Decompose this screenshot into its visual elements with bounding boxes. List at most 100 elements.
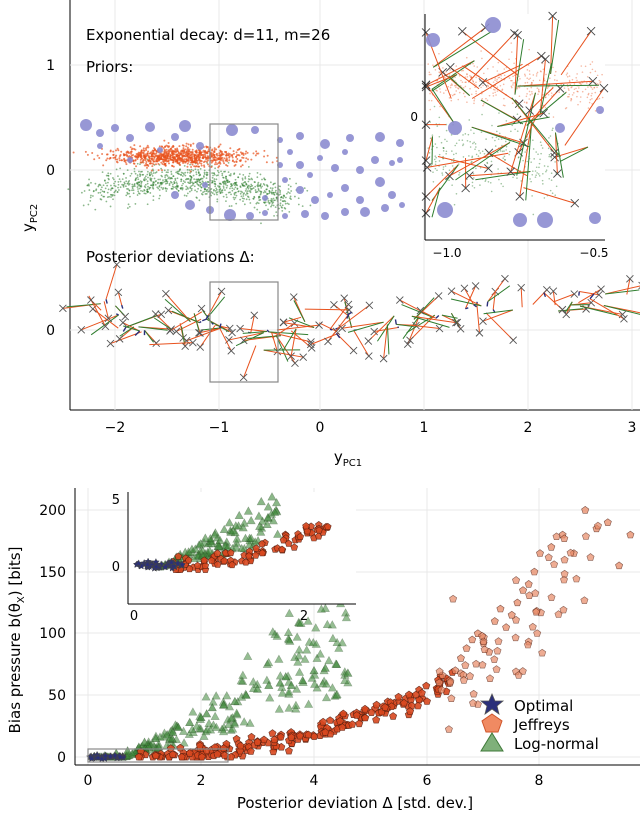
orange-cloud-point xyxy=(118,155,121,158)
posterior-deviation-line xyxy=(476,304,480,333)
inset-jeffreys-point xyxy=(200,556,208,564)
inset-orange-point xyxy=(581,71,584,73)
green-cloud-point xyxy=(185,188,188,191)
green-cloud-point xyxy=(251,178,254,181)
cross-stroke xyxy=(421,28,431,37)
lognormal-point xyxy=(285,636,295,645)
green-cloud-point xyxy=(175,181,178,184)
inset-orange-point xyxy=(532,79,535,82)
cross-marker xyxy=(364,352,373,360)
green-cloud-point xyxy=(309,204,312,207)
orange-cloud-point xyxy=(244,152,247,155)
bottom-ylabel-main: Bias pressure b(θ xyxy=(6,603,24,733)
posterior-deviation-line xyxy=(492,291,496,310)
top-inset-xtick: −1.0 xyxy=(432,246,461,260)
green-cloud-point xyxy=(189,172,191,174)
jeffreys-point xyxy=(559,605,568,614)
green-cloud-point xyxy=(80,191,83,194)
green-cloud-point xyxy=(114,185,117,188)
prior-point xyxy=(80,119,92,131)
green-cloud-point xyxy=(189,181,192,184)
green-cloud-point xyxy=(271,189,274,192)
green-cloud-point xyxy=(176,183,178,185)
orange-cloud-point xyxy=(146,144,149,147)
lognormal-point xyxy=(291,700,301,709)
orange-cloud-point xyxy=(173,155,176,158)
cross-marker xyxy=(307,338,315,346)
green-cloud-point xyxy=(239,185,242,188)
top-xlabel-main: y xyxy=(334,448,343,466)
orange-cloud-point xyxy=(179,163,182,166)
inset-green-point xyxy=(444,165,447,167)
inset-green-point xyxy=(470,161,472,164)
orange-cloud-point xyxy=(163,148,166,151)
green-cloud-point xyxy=(190,176,193,179)
jeffreys-point xyxy=(168,750,177,758)
orange-cloud-point xyxy=(172,159,175,162)
cross-marker xyxy=(542,286,551,294)
orange-cloud-point xyxy=(160,161,163,164)
green-cloud-point xyxy=(149,192,152,194)
lognormal-point xyxy=(144,742,154,751)
orange-cloud-point xyxy=(232,150,235,153)
posterior-deviation-line xyxy=(219,328,232,352)
cross-marker xyxy=(106,339,115,348)
orange-cloud-point xyxy=(254,154,257,157)
lognormal-point xyxy=(293,657,303,666)
inset-orange-point xyxy=(497,61,500,64)
orange-cloud-point xyxy=(186,148,189,151)
prior-point xyxy=(282,213,288,219)
cross-stroke xyxy=(307,344,316,352)
inset-green-point xyxy=(539,141,542,144)
inset-orange-point xyxy=(571,86,573,88)
cross-marker xyxy=(196,343,205,351)
bottom-xtick: 2 xyxy=(197,773,206,789)
inset-optimal-point xyxy=(134,559,143,567)
green-cloud-point xyxy=(88,189,91,191)
green-cloud-point xyxy=(245,188,248,190)
cross-stroke xyxy=(570,198,580,208)
inset-green-point xyxy=(474,143,477,145)
inset-orange-point xyxy=(485,97,487,100)
orange-cloud-point xyxy=(93,158,96,161)
cross-marker xyxy=(447,287,456,295)
bottom-xtick: 4 xyxy=(310,773,319,789)
green-cloud-point xyxy=(247,175,250,178)
lognormal-point xyxy=(211,691,221,700)
orange-cloud-point xyxy=(214,161,217,164)
inset-orange-point xyxy=(482,104,484,107)
inset-green-point xyxy=(466,139,469,142)
green-cloud-point xyxy=(92,190,95,193)
inset-deviation-line xyxy=(511,97,561,158)
inset-cross-marker xyxy=(478,78,488,87)
inset-orange-point xyxy=(531,91,533,93)
inset-green-point xyxy=(496,130,498,133)
green-cloud-point xyxy=(133,182,136,185)
green-cloud-point xyxy=(231,184,233,187)
cross-stroke xyxy=(582,305,590,313)
bottom-inset-xtick: 0 xyxy=(130,609,138,624)
lognormal-point xyxy=(310,679,320,688)
green-cloud-point xyxy=(247,187,250,190)
posterior-deviation-line xyxy=(283,316,302,323)
jeffreys-point xyxy=(493,646,502,655)
orange-cloud-point xyxy=(160,154,163,157)
orange-cloud-point xyxy=(116,161,119,164)
green-cloud-point xyxy=(112,177,114,179)
cross-marker xyxy=(115,335,124,343)
inset-green-point xyxy=(542,173,544,175)
optimal-point xyxy=(94,753,103,762)
green-cloud-point xyxy=(282,194,285,197)
orange-cloud-point xyxy=(112,153,115,156)
green-cloud-point xyxy=(260,190,263,193)
top-title: Exponential decay: d=11, m=26 xyxy=(86,26,330,44)
inset-orange-point xyxy=(501,88,504,91)
posterior-deviation-line xyxy=(401,304,434,318)
green-cloud-point xyxy=(113,184,116,187)
inset-orange-point xyxy=(531,93,533,95)
orange-cloud-point xyxy=(148,152,151,155)
green-cloud-point xyxy=(133,167,136,170)
inset-green-point xyxy=(500,138,503,140)
posterior-deviation-line xyxy=(144,330,154,343)
inset-deviation-line xyxy=(514,35,519,95)
